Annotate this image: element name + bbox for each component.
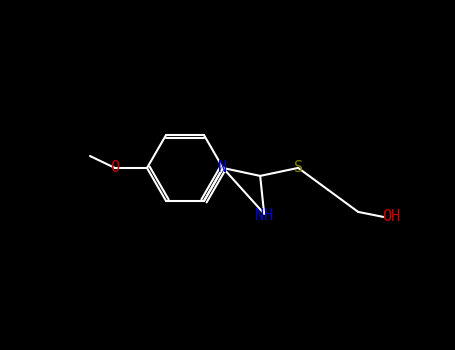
Text: NH: NH xyxy=(255,208,273,223)
Text: OH: OH xyxy=(382,209,400,224)
Text: N: N xyxy=(218,161,228,175)
Text: O: O xyxy=(111,161,120,175)
Text: S: S xyxy=(293,160,303,175)
